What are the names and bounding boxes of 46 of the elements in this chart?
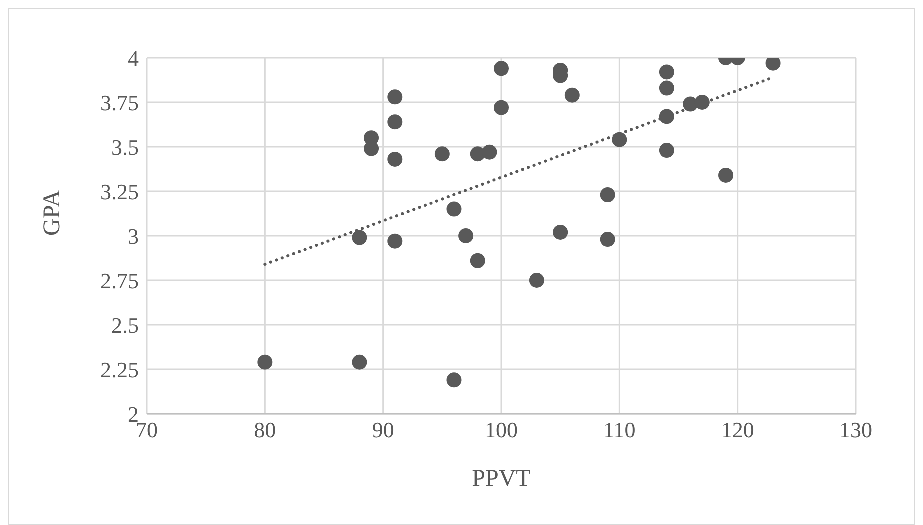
y-tick-label: 3.25 (100, 179, 139, 204)
x-tick-label: 90 (372, 418, 394, 443)
point (388, 234, 403, 249)
y-tick-label: 2.5 (112, 312, 139, 338)
point (659, 143, 674, 158)
point (659, 64, 674, 80)
x-tick-label: 130 (840, 418, 872, 443)
point (718, 168, 734, 183)
x-tick-label: 100 (485, 418, 518, 443)
x-tick-label: 80 (254, 418, 276, 443)
x-tick-label: 110 (604, 418, 636, 443)
y-tick-label: 2.25 (100, 357, 139, 382)
y-tick-label: 3 (128, 224, 139, 249)
point (694, 95, 710, 110)
y-tick-label: 3.5 (112, 134, 139, 160)
point (352, 230, 368, 246)
point (388, 90, 403, 105)
point (659, 109, 674, 124)
point (258, 354, 273, 370)
x-axis-title: PPVT (472, 466, 532, 492)
y-tick-label: 3.75 (100, 90, 139, 116)
point (482, 144, 498, 160)
point (388, 114, 403, 130)
point (446, 372, 462, 388)
point (553, 224, 568, 240)
y-tick-label: 4 (128, 46, 139, 71)
y-tick-label: 2.75 (100, 268, 139, 294)
x-tick-label: 120 (721, 418, 754, 443)
point (612, 132, 628, 148)
point (529, 273, 544, 288)
point (659, 80, 674, 96)
point (446, 202, 462, 217)
point (458, 228, 474, 244)
point (494, 100, 509, 116)
point (352, 354, 368, 370)
point (470, 253, 486, 268)
point (364, 141, 380, 156)
y-axis-title: GPA (40, 190, 66, 236)
x-tick-label: 70 (136, 418, 158, 443)
point (600, 232, 616, 248)
point (600, 188, 616, 203)
point (564, 88, 580, 103)
point (388, 152, 403, 167)
y-tick-label: 2 (128, 402, 139, 427)
point (434, 146, 450, 162)
point (494, 61, 509, 76)
